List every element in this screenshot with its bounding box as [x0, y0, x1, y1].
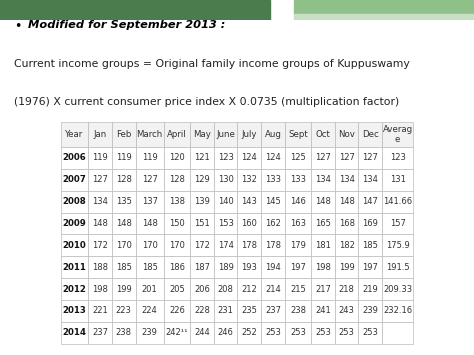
Bar	[294, 14, 474, 20]
Bar	[294, 0, 474, 13]
Text: (1976) X current consumer price index X 0.0735 (multiplication factor): (1976) X current consumer price index X …	[14, 97, 400, 107]
Text: Current income groups = Original family income groups of Kuppuswamy: Current income groups = Original family …	[14, 60, 410, 70]
Bar	[0, 0, 270, 20]
Text: •: •	[14, 20, 22, 33]
Text: Modified for September 2013 :: Modified for September 2013 :	[27, 20, 225, 30]
